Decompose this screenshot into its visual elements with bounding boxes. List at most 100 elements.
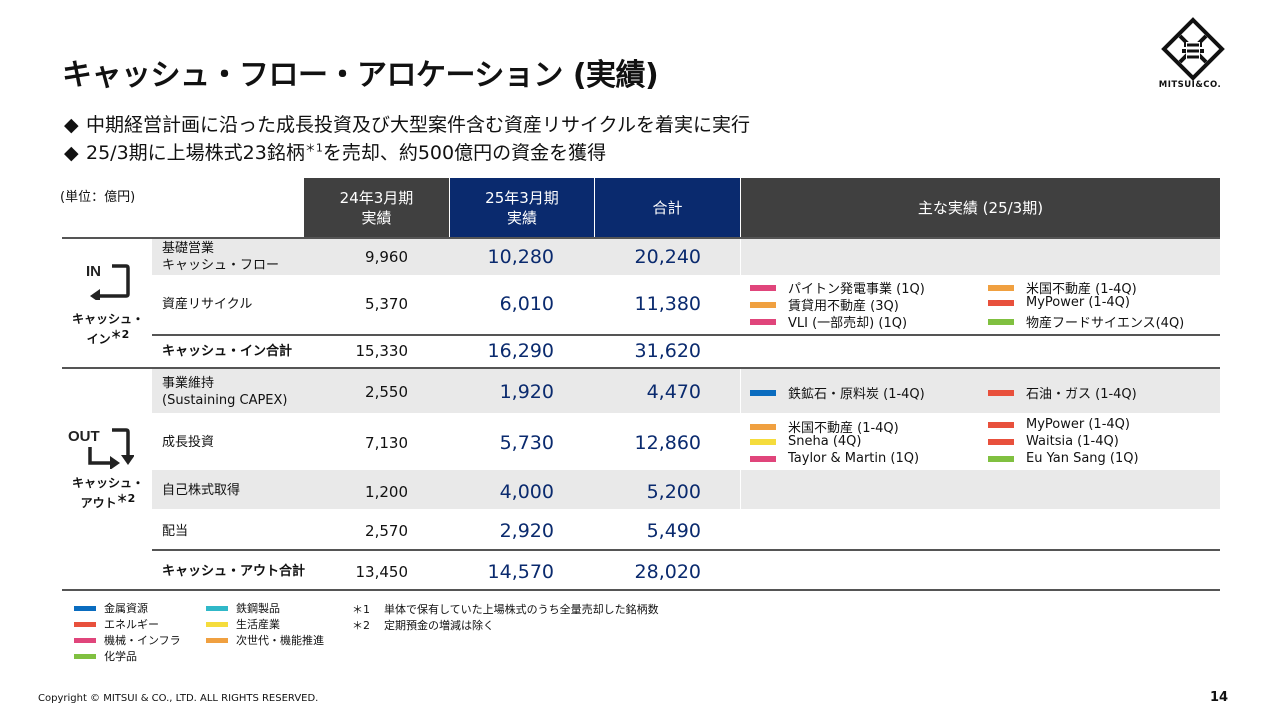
row-bg-base-cf [152,238,1220,275]
footnote-mark: ＊2 [352,619,370,632]
cell-fy24: 2,550 [365,383,408,401]
segment-legend-item: 生活産業 [206,616,280,632]
swatch [74,621,96,627]
segment-legend-text: 生活産業 [236,618,280,631]
achievement-item: 鉄鉱石・原料炭 (1-4Q) [750,383,925,402]
cash-in-label-line2: イン [86,332,111,346]
cell-fy24: 1,200 [365,483,408,501]
cell-total: 20,240 [634,246,701,268]
cell-fy25: 16,290 [487,340,554,362]
row-label-capex: 事業維持 (Sustaining CAPEX) [162,375,288,409]
achievement-item: 物産フードサイエンス(4Q) [988,312,1184,331]
segment-legend-item: エネルギー [74,616,159,632]
swatch [988,284,1014,291]
header-total: 合計 [595,178,740,237]
achievement-text: Taylor & Martin (1Q) [788,451,920,466]
swatch [750,284,776,291]
bullet-2-text-b: を売却、約500億円の資金を獲得 [322,142,607,164]
achievement-item: Taylor & Martin (1Q) [750,451,919,466]
row-label-buyback: 自己株式取得 [162,483,241,498]
swatch [206,621,228,627]
header-fy25-line1: 25年3月期 [485,188,559,207]
row-label-asset-recycle: 資産リサイクル [162,297,253,312]
cash-out-label-line2: アウト [80,496,117,510]
header-fy25-line2: 実績 [506,208,537,227]
cell-fy25: 4,000 [499,481,554,503]
row-label-line: (Sustaining CAPEX) [162,393,288,408]
swatch [750,389,776,396]
footnote-ref-1: ＊1 [304,141,323,155]
achievement-text: Waitsia (1-4Q) [1026,434,1119,449]
mitsui-logo [1160,16,1226,92]
achievement-item: 米国不動産 (1-4Q) [988,278,1137,297]
col-sep [740,470,741,509]
cash-out-icon-text: OUT [68,428,100,445]
swatch [206,605,228,611]
row-label-line: 基礎営業 [162,241,215,256]
segment-legend-text: 次世代・機能推進 [236,634,324,647]
row-label-base-cf: 基礎営業 キャッシュ・フロー [162,240,279,274]
bullet-1: ◆ 中期経営計画に沿った成長投資及び大型案件含む資産リサイクルを着実に実行 [64,110,750,137]
achievement-text: 鉄鉱石・原料炭 (1-4Q) [788,387,925,402]
cell-fy24: 2,570 [365,522,408,540]
achievement-text: 物産フードサイエンス(4Q) [1026,316,1185,331]
achievement-item: 米国不動産 (1-4Q) [750,417,899,436]
cash-in-label-line1: キャッシュ・ [71,312,144,326]
footnote-text: 単体で保有していた上場株式のうち全量売却した銘柄数 [384,603,659,616]
achievement-text: MyPower (1-4Q) [1026,295,1130,310]
row-label-line: 事業維持 [162,376,215,391]
row-label-growth-invest: 成長投資 [162,435,215,450]
cell-fy24: 13,450 [355,563,409,581]
row-bg-capex [152,369,1220,413]
cell-fy25: 5,730 [499,432,554,454]
page-title: キャッシュ・フロー・アロケーション (実績) [62,58,659,93]
cash-in-icon-text: IN [86,263,101,280]
segment-legend-text: 鉄鋼製品 [236,602,280,615]
achievement-item: VLI (一部売却) (1Q) [750,312,907,331]
achievement-text: VLI (一部売却) (1Q) [788,316,908,331]
divider [152,367,1220,369]
divider [62,367,152,369]
bullet-1-text: 中期経営計画に沿った成長投資及び大型案件含む資産リサイクルを着実に実行 [86,114,751,136]
diamond-icon: ◆ [64,142,79,164]
achievement-item: Waitsia (1-4Q) [988,434,1119,449]
header-fy25: 25年3月期 実績 [450,178,594,237]
swatch [988,421,1014,428]
swatch [74,605,96,611]
segment-legend-item: 金属資源 [74,600,148,616]
achievement-item: Eu Yan Sang (1Q) [988,451,1139,466]
header-main-achievements: 主な実績 (25/3期) [741,178,1220,237]
achievement-text: 米国不動産 (1-4Q) [788,421,899,436]
footnote-ref-2: ＊2 [110,328,130,341]
cell-total: 31,620 [634,340,701,362]
cell-fy24: 5,370 [365,295,408,313]
cell-fy24: 7,130 [365,434,408,452]
footnote-mark: ＊1 [352,603,370,616]
footnote-text: 定期預金の増減は除く [384,619,494,632]
swatch [988,389,1014,396]
divider [152,237,1220,239]
cell-fy24: 9,960 [365,248,408,266]
cell-total: 5,490 [646,520,701,542]
swatch [988,455,1014,462]
footnote-2: ＊2 定期預金の増減は除く [352,617,494,633]
achievement-text: MyPower (1-4Q) [1026,417,1130,432]
bullet-2: ◆ 25/3期に上場株式23銘柄＊1を売却、約500億円の資金を獲得 [64,138,606,165]
swatch [988,299,1014,306]
segment-legend-text: 金属資源 [104,602,148,615]
achievement-text: 賃貸用不動産 (3Q) [788,299,899,314]
row-label-cash-out-total: キャッシュ・アウト合計 [162,564,306,579]
divider [62,589,152,591]
swatch [206,637,228,643]
swatch [750,301,776,308]
cell-total: 28,020 [634,561,701,583]
swatch [74,653,96,659]
header-fy24: 24年3月期 実績 [304,178,449,237]
swatch [750,318,776,325]
unit-label: (単位：億円) [60,190,136,205]
swatch [750,423,776,430]
header-fy24-line2: 実績 [361,208,392,227]
swatch [988,438,1014,445]
cash-in-label: キャッシュ・ イン＊2 [68,312,148,347]
cell-fy25: 1,920 [499,381,554,403]
